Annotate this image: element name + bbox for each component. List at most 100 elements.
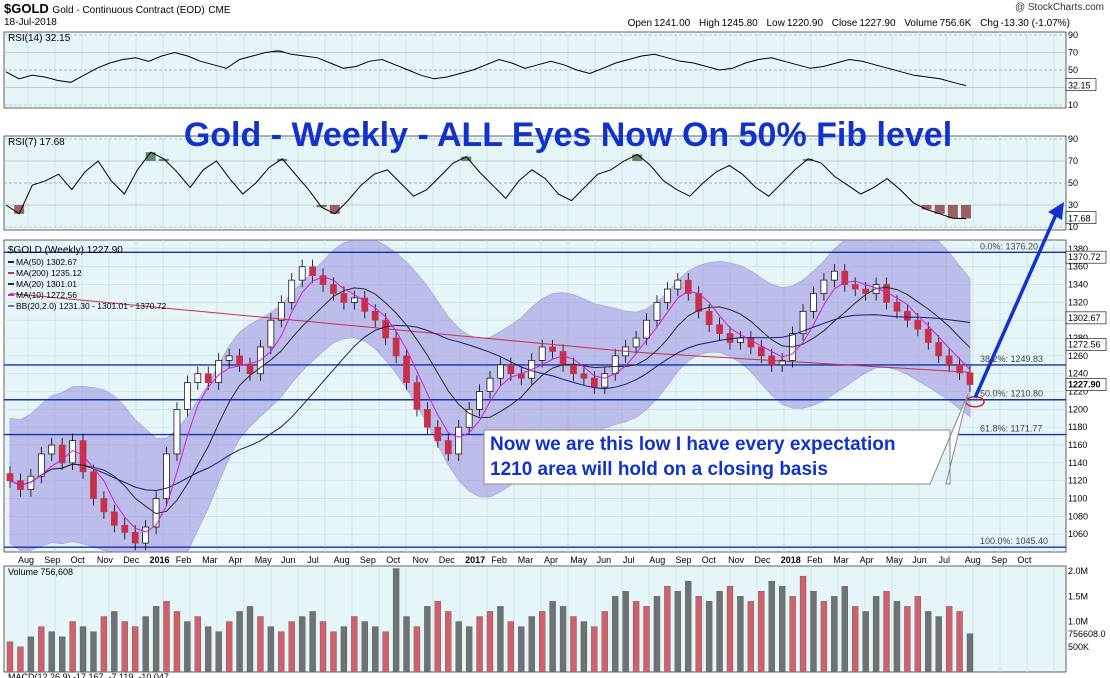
chart-date: 18-Jul-2018	[4, 17, 57, 28]
annotation-title: Gold - Weekly - ALL Eyes Now On 50% Fib …	[184, 116, 952, 154]
rsi-overbought-fill	[158, 158, 169, 161]
candle-body	[350, 297, 358, 303]
price-tag: 1370.72	[1068, 252, 1101, 262]
price-tick-label: 1140	[1068, 458, 1087, 468]
x-axis-label: Sep	[360, 555, 376, 565]
volume-bar	[69, 621, 76, 673]
x-axis-label: Dec	[123, 555, 140, 565]
x-axis-label: 2018	[781, 555, 801, 565]
volume-bar	[518, 626, 525, 673]
candle-body	[914, 319, 922, 330]
legend-entry: MA(200) 1235.12	[16, 268, 82, 278]
volume-bar	[246, 606, 254, 673]
volume-bar	[820, 601, 828, 673]
volume-bar	[215, 631, 222, 673]
candle-body	[236, 355, 243, 366]
price-tick-label: 1080	[1068, 511, 1088, 521]
candle-body	[319, 275, 327, 285]
volume-bar	[632, 601, 640, 673]
candle-body	[131, 532, 139, 544]
volume-bar	[966, 633, 974, 673]
price-tick-label: 1060	[1068, 529, 1088, 539]
volume-bar	[257, 616, 264, 673]
volume-bar	[914, 596, 921, 673]
close-label: Close	[831, 18, 858, 29]
price-tick-label: 1120	[1068, 476, 1087, 486]
volume-bar	[445, 611, 452, 673]
volume-bar	[184, 621, 191, 673]
open-label: Open	[627, 18, 653, 29]
x-axis-label: Sep	[44, 555, 60, 565]
volume-bar	[163, 601, 170, 673]
candle-body	[632, 337, 640, 348]
candle-body	[497, 364, 504, 379]
volume-bar	[549, 601, 556, 673]
exchange: CME	[208, 5, 231, 16]
high-label: High	[698, 18, 720, 29]
candle-body	[611, 355, 619, 375]
volume-bar	[361, 621, 368, 673]
symbol: $GOLD	[4, 1, 49, 16]
candle-body	[507, 364, 515, 375]
legend-entry: MA(10) 1272.56	[16, 290, 77, 300]
volume-bar	[539, 611, 546, 673]
volume-bar	[570, 616, 577, 673]
ma20-line	[9, 286, 971, 515]
price-tag: 1302.67	[1068, 313, 1101, 323]
rsi-tick-label: 10	[1068, 222, 1078, 232]
volume-bar	[278, 631, 285, 673]
candle-body	[277, 302, 285, 321]
volume-title: Volume 756,608	[8, 567, 73, 577]
x-axis-label: Feb	[176, 555, 192, 565]
candle-body	[820, 279, 828, 294]
volume-bar	[309, 611, 316, 673]
annotation-note-line1: Now we are this low I have every expecta…	[490, 434, 896, 455]
volume-bar	[695, 596, 702, 673]
volume-label: Volume	[904, 18, 938, 29]
fib-label: 50.0%: 1210.80	[980, 389, 1043, 399]
x-axis-label: 2017	[465, 555, 485, 565]
volume-bar	[559, 606, 567, 673]
volume-bar	[893, 601, 901, 673]
volume-bar	[528, 616, 535, 673]
volume-bar	[79, 626, 87, 673]
x-axis-label: Nov	[97, 555, 114, 565]
candle-body	[48, 444, 56, 455]
volume-bar	[643, 606, 650, 673]
candle-body	[674, 279, 682, 290]
annotation-note-line2: 1210 area will hold on a closing basis	[490, 459, 828, 480]
ma10-line	[9, 276, 971, 533]
candle-body	[371, 310, 379, 321]
low-value: 1220.90	[786, 18, 824, 29]
volume-bar	[705, 601, 713, 673]
x-axis-label: Dec	[754, 555, 771, 565]
volume-bar	[225, 621, 233, 673]
price-tick-label: 1340	[1068, 280, 1088, 290]
rsi-line-14	[5, 50, 967, 87]
price-tag-box	[1065, 250, 1107, 264]
ma200-line	[9, 293, 971, 373]
rsi-last-value: 17.68	[1068, 214, 1091, 224]
candle-body	[570, 364, 577, 375]
volume-bar	[653, 596, 661, 673]
candle-body	[444, 440, 452, 455]
volume-bar	[768, 580, 775, 673]
candle-body	[110, 511, 118, 526]
change-label: Chg	[980, 18, 999, 29]
candle-body	[194, 373, 202, 383]
x-axis-label: Feb	[807, 555, 823, 565]
candle-body	[924, 328, 932, 343]
volume-bar	[945, 606, 953, 673]
change-value: -13.30 (-1.07%)	[1000, 18, 1070, 29]
price-tick-label: 1320	[1068, 297, 1088, 307]
volume-bar	[330, 631, 337, 673]
rsi-overbought-fill	[632, 154, 643, 161]
rsi-tick-label: 50	[1068, 178, 1078, 188]
volume-bar	[48, 631, 55, 673]
candle-body	[664, 288, 671, 303]
fib-label: 38.2%: 1249.83	[980, 354, 1043, 364]
forecast-arrow-line	[973, 209, 1060, 399]
x-axis-label: Apr	[544, 555, 558, 565]
rsi-oversold-fill	[921, 205, 932, 210]
candle-body	[298, 266, 306, 281]
